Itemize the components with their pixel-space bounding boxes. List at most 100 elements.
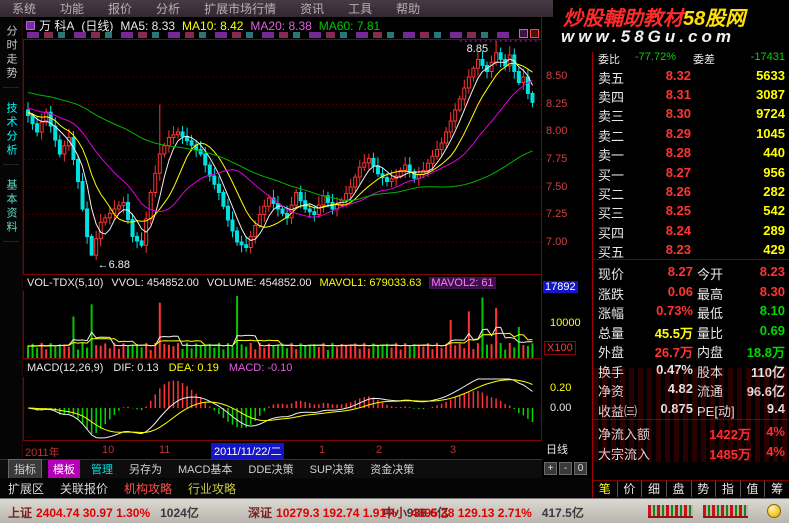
assistant-icon[interactable] bbox=[767, 504, 781, 518]
quote-tab-价[interactable]: 价 bbox=[616, 481, 642, 497]
link-tab-3[interactable]: 行业攻略 bbox=[188, 481, 237, 496]
index-amount: 417.5亿 bbox=[541, 506, 584, 520]
ask-row-2[interactable]: 卖三 8.30 9724 bbox=[593, 104, 789, 124]
menu-item-4[interactable]: 扩展市场行情 bbox=[204, 2, 277, 16]
vol-vvol: VVOL: 454852.00 bbox=[111, 277, 199, 289]
flow-pct: 4% bbox=[766, 443, 785, 459]
bid-row-3[interactable]: 买四 8.24 289 bbox=[593, 221, 789, 241]
menu-item-3[interactable]: 分析 bbox=[156, 2, 181, 16]
price-tick-1: 8.25 bbox=[546, 98, 568, 110]
volume-chart[interactable] bbox=[24, 291, 541, 358]
ask-row-1[interactable]: 卖四 8.31 3087 bbox=[593, 85, 789, 106]
bid-row-0[interactable]: 买一 8.27 956 bbox=[593, 163, 789, 183]
quote-label: 流通 bbox=[697, 384, 724, 399]
level-price: 8.29 bbox=[665, 125, 691, 141]
date-tick-2: 11 bbox=[159, 444, 171, 456]
macd-pane[interactable] bbox=[23, 377, 542, 441]
sidebar-tab-2[interactable]: 基本资料 bbox=[3, 179, 19, 242]
candlestick-chart[interactable]: 8.85 ←6.88 bbox=[24, 40, 541, 274]
ask-row-0[interactable]: 卖五 8.32 5633 bbox=[593, 66, 789, 86]
bid-row-1[interactable]: 买二 8.26 282 bbox=[593, 182, 789, 202]
menu-item-0[interactable]: 系统 bbox=[12, 2, 37, 16]
vol-indicator-name[interactable]: VOL-TDX(5,10) bbox=[27, 277, 104, 289]
ma-label-1: MA10: 8.42 bbox=[182, 19, 244, 33]
volume-header: VOL-TDX(5,10) VVOL: 454852.00 VOLUME: 4548… bbox=[27, 277, 504, 291]
quote-tab-笔[interactable]: 笔 bbox=[598, 482, 611, 496]
quote-tab-盘[interactable]: 盘 bbox=[665, 481, 691, 497]
level-label: 卖四 bbox=[598, 90, 625, 106]
menu-item-6[interactable]: 工具 bbox=[348, 2, 373, 16]
date-tick-5: 3 bbox=[450, 444, 457, 456]
bid-row-4[interactable]: 买五 8.23 429 bbox=[593, 240, 789, 260]
menu-item-7[interactable]: 帮助 bbox=[396, 2, 421, 16]
quote-value: 18.8万 bbox=[746, 345, 785, 360]
macd-chart[interactable] bbox=[24, 377, 541, 440]
indicator-tab-4[interactable]: MACD基本 bbox=[178, 464, 233, 476]
level-price: 8.28 bbox=[665, 144, 691, 160]
indicator-tab-bar: 指标 模板 管理 另存为 MACD基本 DDE决策 SUP决策 资金决策 bbox=[0, 459, 542, 479]
indicator-tab-5[interactable]: DDE决策 bbox=[248, 464, 294, 476]
menu-item-2[interactable]: 报价 bbox=[108, 2, 133, 16]
divider bbox=[593, 259, 789, 260]
quote-row-4: 外盘 26.7万 内盘 18.8万 bbox=[593, 340, 789, 360]
weibi-label: 委比 bbox=[598, 54, 620, 66]
quote-value: 9.4 bbox=[766, 400, 785, 416]
purple-window-icon[interactable] bbox=[519, 29, 528, 38]
macd-indicator-name[interactable]: MACD(12,26,9) bbox=[27, 362, 104, 374]
level-volume: 542 bbox=[763, 203, 785, 219]
link-tab-0[interactable]: 扩展区 bbox=[8, 481, 45, 496]
price-tick-3: 7.75 bbox=[546, 153, 568, 165]
indicator-tab-2[interactable]: 管理 bbox=[91, 464, 113, 476]
red-window-icon[interactable] bbox=[530, 29, 539, 38]
index-values: 2404.74 30.97 1.30% bbox=[36, 506, 151, 520]
ask-row-4[interactable]: 卖一 8.28 440 bbox=[593, 143, 789, 163]
sidebar-tab-0[interactable]: 分时走势 bbox=[3, 25, 19, 88]
level-volume: 3087 bbox=[756, 87, 785, 103]
macd-axis-tick-2: 0.00 bbox=[550, 402, 572, 414]
quote-tab-势[interactable]: 势 bbox=[690, 481, 716, 497]
quote-label: 净资 bbox=[598, 384, 625, 399]
indicator-tab-6[interactable]: SUP决策 bbox=[309, 464, 355, 476]
sidebar-tab-1[interactable]: 技术分析 bbox=[3, 102, 19, 165]
stock-icon bbox=[26, 21, 35, 30]
indicator-tab-0[interactable]: 指标 bbox=[8, 459, 42, 479]
flow-pct: 4% bbox=[766, 424, 785, 439]
link-tab-2[interactable]: 机构攻略 bbox=[124, 481, 173, 496]
indicator-tab-3[interactable]: 另存为 bbox=[129, 464, 162, 476]
index-segment-1: 深证 10279.3 192.74 1.91% 938.6亿 bbox=[248, 504, 449, 521]
volume-multiplier: X100 bbox=[544, 341, 576, 355]
quote-tab-值[interactable]: 值 bbox=[739, 481, 765, 497]
indicator-tab-7[interactable]: 资金决策 bbox=[370, 464, 415, 476]
candlestick-pane[interactable]: 8.85 ←6.88 bbox=[23, 39, 542, 275]
quote-value: 45.5万 bbox=[654, 325, 693, 341]
zoom-out-button[interactable]: - bbox=[559, 462, 572, 475]
quote-tab-细[interactable]: 细 bbox=[641, 481, 666, 497]
volume-pane[interactable] bbox=[23, 291, 542, 359]
level-price: 8.24 bbox=[665, 222, 691, 238]
quote-label: 总量 bbox=[598, 325, 625, 341]
quote-grid: 现价 8.27 今开 8.23 涨跌 0.06 最高 8.30 涨幅 0.73% 最低 8.10 总量 4… bbox=[593, 262, 789, 419]
zoom-controls: + - 0 bbox=[544, 462, 587, 475]
quote-value: 0.47% bbox=[656, 361, 693, 377]
zoom-reset-button[interactable]: 0 bbox=[574, 462, 587, 475]
link-tab-1[interactable]: 关联报价 bbox=[60, 481, 109, 496]
date-tick-0: 2011年 bbox=[25, 447, 60, 459]
quote-row-5: 换手 0.47% 股本 110亿 bbox=[593, 360, 789, 380]
level-volume: 289 bbox=[763, 222, 785, 238]
quote-tab-筹[interactable]: 筹 bbox=[764, 481, 789, 497]
quote-tab-指[interactable]: 指 bbox=[715, 481, 740, 497]
zoom-in-button[interactable]: + bbox=[544, 462, 557, 475]
quote-label: 涨幅 bbox=[598, 306, 625, 321]
divider bbox=[593, 419, 789, 420]
price-tick-6: 7.00 bbox=[546, 236, 568, 248]
ad-banner-title: 炒股輔助教材58股网 bbox=[563, 2, 745, 31]
bid-row-2[interactable]: 买三 8.25 542 bbox=[593, 201, 789, 221]
ask-row-3[interactable]: 卖二 8.29 1045 bbox=[593, 124, 789, 144]
quote-label: 换手 bbox=[598, 364, 625, 380]
indicator-tab-1[interactable]: 模板 bbox=[48, 460, 80, 478]
date-tick-3: 1 bbox=[319, 444, 326, 456]
menu-item-5[interactable]: 资讯 bbox=[300, 2, 325, 16]
menu-item-1[interactable]: 功能 bbox=[60, 2, 85, 16]
period-selector[interactable]: 日线 bbox=[546, 444, 568, 456]
quote-label: 收益㈢ bbox=[598, 403, 638, 419]
